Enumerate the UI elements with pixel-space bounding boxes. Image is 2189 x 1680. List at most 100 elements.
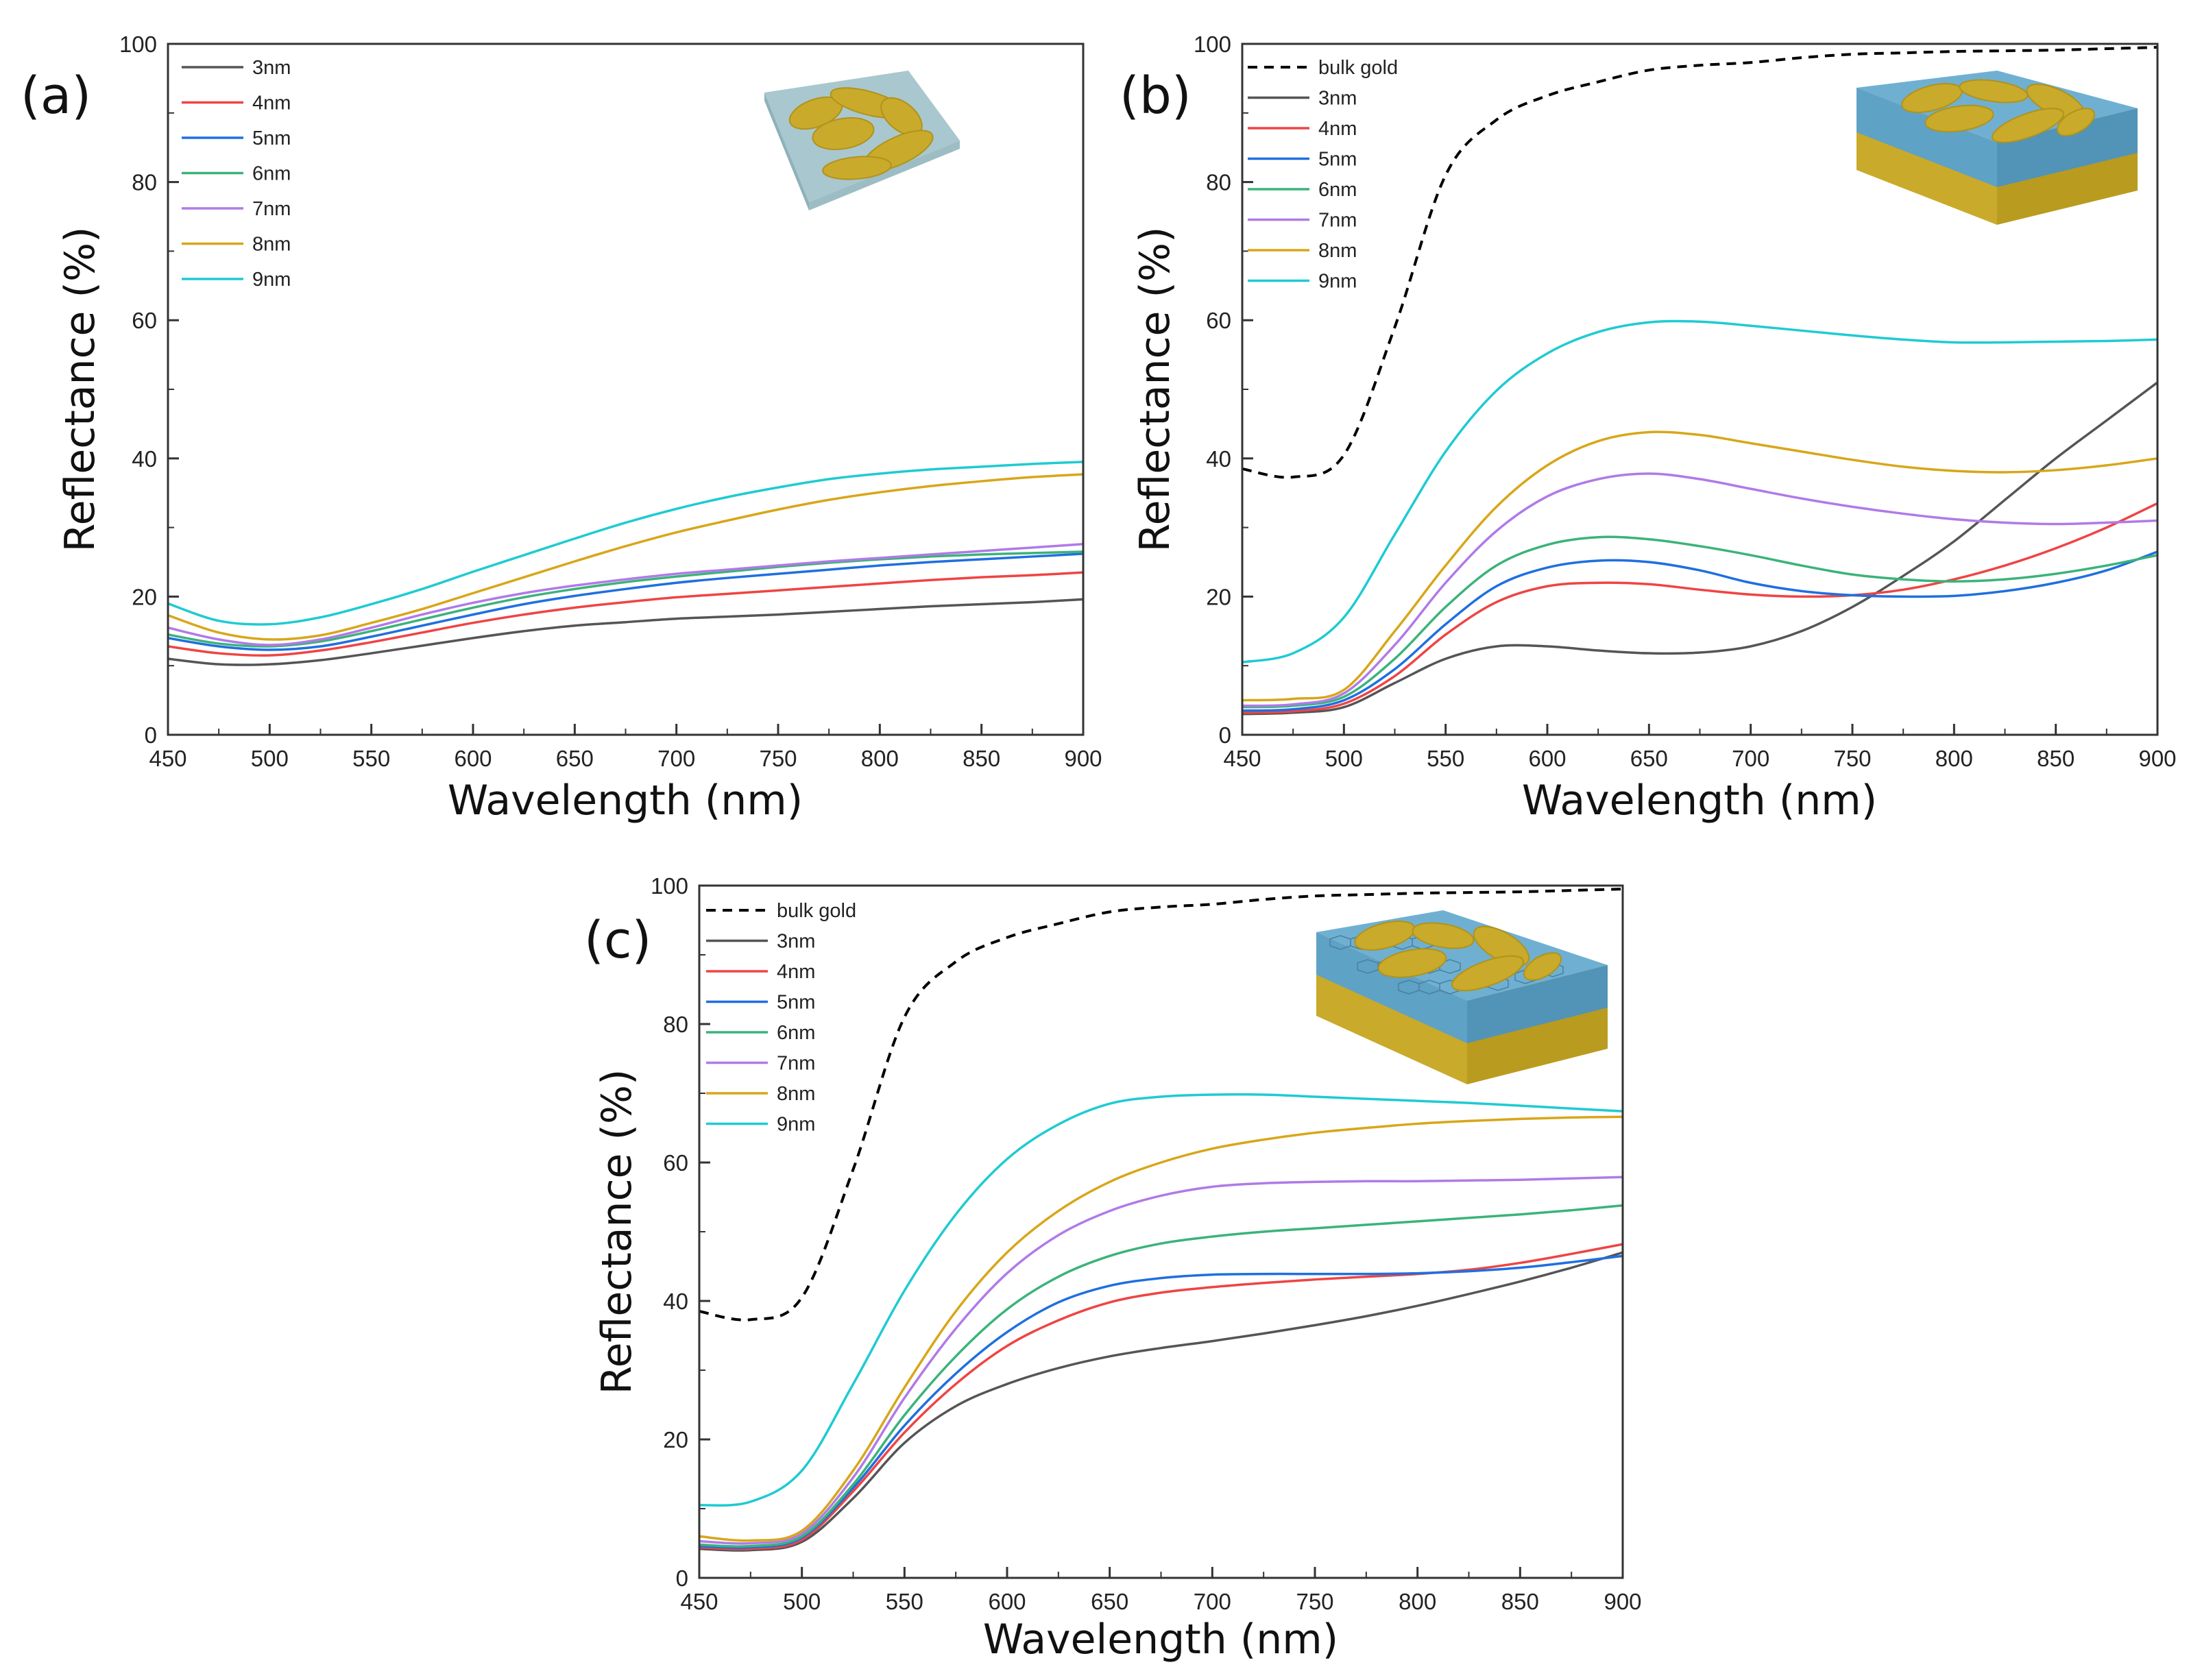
y-tick-label-a: 40 xyxy=(132,446,157,472)
inset-illustration-c xyxy=(1316,910,1608,1084)
y-tick-label-b: 60 xyxy=(1206,308,1231,333)
y-tick-label-b: 100 xyxy=(1194,32,1231,57)
legend-label-9nm-a: 9nm xyxy=(252,269,291,291)
plot-area-a xyxy=(168,461,1083,666)
series-line-9nm-a xyxy=(168,461,1083,626)
series-line-3nm-c xyxy=(699,1251,1623,1552)
spacer-side-left-b xyxy=(1857,88,1997,187)
x-tick-label-a: 550 xyxy=(352,746,390,771)
legend-label-bulk-gold-b: bulk gold xyxy=(1318,57,1398,79)
legend-label-3nm-b: 3nm xyxy=(1318,88,1357,110)
y-tick-label-c: 20 xyxy=(663,1427,688,1452)
series-line-8nm-a xyxy=(168,473,1083,641)
inset-illustration-b xyxy=(1857,71,2138,225)
x-tick-label-c: 750 xyxy=(1296,1589,1333,1614)
spacer-side-right-b xyxy=(1997,108,2138,187)
legend-label-6nm-c: 6nm xyxy=(777,1022,815,1044)
series-line-4nm-b xyxy=(1242,502,2157,714)
x-tick-label-b: 850 xyxy=(2037,746,2075,771)
x-tick-label-b: 750 xyxy=(1833,746,1871,771)
y-tick-label-c: 60 xyxy=(663,1150,688,1176)
legend-label-4nm-c: 4nm xyxy=(777,961,815,983)
x-tick-label-c: 450 xyxy=(680,1589,718,1614)
panel-label-c: (c) xyxy=(584,911,651,970)
legend-label-8nm-c: 8nm xyxy=(777,1083,815,1105)
legend-label-8nm-a: 8nm xyxy=(252,234,291,256)
series-line-7nm-a xyxy=(168,543,1083,646)
y-tick-label-a: 100 xyxy=(119,32,157,57)
panel-label-a: (a) xyxy=(21,66,91,125)
y-tick-label-b: 80 xyxy=(1206,170,1231,195)
series-line-3nm-a xyxy=(168,598,1083,666)
legend-label-bulk-gold-c: bulk gold xyxy=(777,900,856,922)
x-axis-title-b: Wavelength (nm) xyxy=(1522,777,1877,825)
x-tick-label-c: 600 xyxy=(988,1589,1026,1614)
legend-label-7nm-c: 7nm xyxy=(777,1053,815,1075)
legend-c: bulk gold 3nm 4nm 5nm 6nm 7nm 8nm 9nm xyxy=(706,900,856,1136)
y-tick-label-c: 80 xyxy=(663,1012,688,1037)
ticks-b: 450 500 550 600 650 700 750 800 850 900 0 20 40 60 80 1… xyxy=(1194,32,2177,771)
x-tick-label-b: 900 xyxy=(2138,746,2176,771)
legend-a: 3nm 4nm 5nm 6nm 7nm 8nm 9nm xyxy=(182,57,291,291)
x-tick-label-b: 550 xyxy=(1427,746,1464,771)
x-axis-title-a: Wavelength (nm) xyxy=(448,777,803,825)
plot-area-b xyxy=(1242,46,2157,716)
y-tick-label-c: 40 xyxy=(663,1289,688,1314)
series-line-7nm-b xyxy=(1242,472,2157,707)
legend-label-5nm-b: 5nm xyxy=(1318,149,1357,171)
x-tick-label-c: 500 xyxy=(783,1589,821,1614)
legend-label-5nm-c: 5nm xyxy=(777,992,815,1014)
panel-a: (a) 450 500 550 600 650 700 750 800 850 900 0 20 40 6… xyxy=(21,32,1102,825)
series-line-bulk-gold-c xyxy=(699,888,1623,1322)
series-line-5nm-a xyxy=(168,552,1083,651)
panel-b: (b) 450 500 550 600 650 700 750 800 850 900 0 20 40 6… xyxy=(1120,32,2177,825)
panel-c: (c) 450 500 550 600 650 700 750 800 850 900 0 20 40 6… xyxy=(584,873,1642,1664)
series-line-4nm-c xyxy=(699,1243,1623,1550)
x-tick-label-a: 850 xyxy=(963,746,1000,771)
plot-area-c xyxy=(699,888,1623,1552)
y-tick-label-a: 60 xyxy=(132,308,157,333)
x-tick-label-c: 850 xyxy=(1501,1589,1539,1614)
ticks-a: 450 500 550 600 650 700 750 800 850 900 0 20 40 60 80 1… xyxy=(119,32,1102,771)
series-line-6nm-c xyxy=(699,1204,1623,1548)
series-line-4nm-a xyxy=(168,571,1083,657)
y-tick-label-b: 20 xyxy=(1206,584,1231,609)
y-tick-label-a: 20 xyxy=(132,584,157,609)
series-line-6nm-b xyxy=(1242,535,2157,709)
x-tick-label-a: 600 xyxy=(454,746,492,771)
series-line-8nm-c xyxy=(699,1115,1623,1542)
substrate-side-right-a xyxy=(809,141,960,210)
series-line-6nm-a xyxy=(168,550,1083,648)
x-axis-title-c: Wavelength (nm) xyxy=(983,1616,1338,1664)
x-tick-label-a: 700 xyxy=(657,746,695,771)
legend-label-4nm-a: 4nm xyxy=(252,93,291,114)
x-tick-label-b: 700 xyxy=(1732,746,1769,771)
series-line-5nm-c xyxy=(699,1254,1623,1549)
ticks-c: 450 500 550 600 650 700 750 800 850 900 0 20 40 60 80 1… xyxy=(651,873,1642,1614)
legend-label-6nm-b: 6nm xyxy=(1318,179,1357,201)
series-line-9nm-c xyxy=(699,1093,1623,1507)
x-tick-label-c: 650 xyxy=(1091,1589,1128,1614)
legend-label-7nm-a: 7nm xyxy=(252,198,291,220)
y-tick-label-c: 0 xyxy=(676,1566,688,1591)
x-tick-label-b: 650 xyxy=(1630,746,1668,771)
x-tick-label-a: 650 xyxy=(556,746,594,771)
gold-islands-b xyxy=(1901,79,2096,143)
spacer-side-left-c xyxy=(1316,932,1467,1043)
x-tick-label-b: 500 xyxy=(1325,746,1363,771)
series-line-bulk-gold-b xyxy=(1242,46,2157,479)
legend-label-8nm-b: 8nm xyxy=(1318,240,1357,262)
series-line-8nm-b xyxy=(1242,430,2157,702)
x-tick-label-a: 750 xyxy=(759,746,797,771)
series-line-5nm-b xyxy=(1242,550,2157,712)
y-tick-label-a: 0 xyxy=(145,722,157,748)
spacer-side-right-c xyxy=(1467,965,1608,1043)
x-tick-label-c: 550 xyxy=(886,1589,923,1614)
series-line-7nm-c xyxy=(699,1176,1623,1545)
legend-label-9nm-b: 9nm xyxy=(1318,271,1357,293)
gold-islands-c xyxy=(1354,921,1562,992)
legend-label-3nm-c: 3nm xyxy=(777,931,815,953)
inset-illustration-a xyxy=(764,71,960,210)
legend-label-5nm-a: 5nm xyxy=(252,127,291,149)
